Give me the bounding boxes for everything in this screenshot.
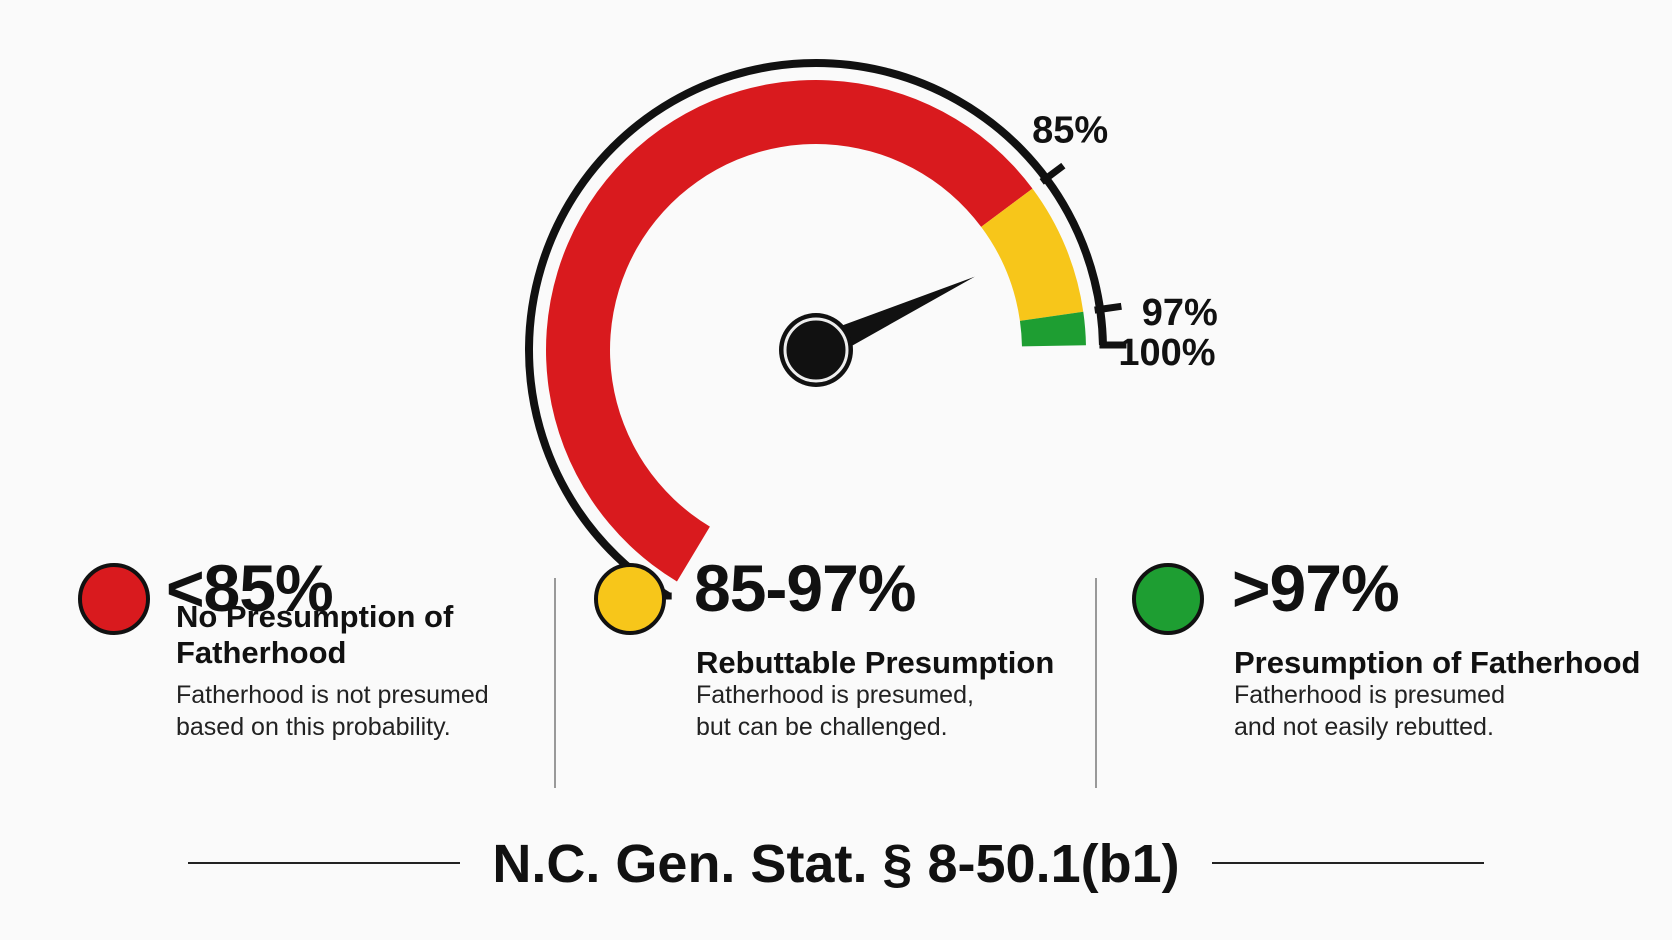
legend-desc-line-2: but can be challenged. [696, 713, 948, 741]
yellow-status-dot [594, 563, 666, 635]
legend-desc-line-1: Fatherhood is not presumed [176, 681, 489, 709]
red-status-dot [78, 563, 150, 635]
legend-divider [554, 578, 556, 788]
gauge-bands [546, 80, 1086, 582]
gauge-band-0 [546, 80, 1033, 582]
legend-desc-line-2: and not easily rebutted. [1234, 713, 1494, 741]
gauge-tick-2 [1094, 302, 1122, 314]
legend-range: <85% [166, 551, 334, 625]
footer-rule-right [1212, 862, 1484, 864]
gauge-band-2 [1019, 311, 1086, 347]
gauge-band-1 [981, 188, 1084, 321]
gauge-tick-label-3: 100% [1118, 332, 1215, 374]
legend-desc-line-1: Fatherhood is presumed [1234, 681, 1505, 709]
green-status-dot [1132, 563, 1204, 635]
gauge-outline [525, 59, 1107, 600]
gauge-tick-label-2: 97% [1142, 292, 1218, 334]
legend-divider [1095, 578, 1097, 788]
legend-range: >97% [1232, 551, 1400, 625]
legend-heading-line-1: No Presumption of [176, 599, 454, 634]
legend-heading-line-2: Fatherhood [176, 635, 347, 670]
statute-citation: N.C. Gen. Stat. § 8-50.1(b1) [492, 834, 1180, 894]
gauge-needle [779, 276, 975, 387]
needle-hub-ring [783, 317, 849, 383]
legend-range: 85-97% [694, 551, 916, 625]
legend-desc-line-2: based on this probability. [176, 713, 451, 741]
gauge-tick-label-1: 85% [1032, 110, 1108, 152]
legend-desc-line-1: Fatherhood is presumed, [696, 681, 974, 709]
needle-hub-outer [779, 313, 853, 387]
legend-heading-line-1: Rebuttable Presumption [696, 645, 1055, 680]
gauge-tick-1 [1039, 162, 1066, 185]
footer-rule-left [188, 862, 460, 864]
legend-heading-line-1: Presumption of Fatherhood [1234, 645, 1641, 680]
